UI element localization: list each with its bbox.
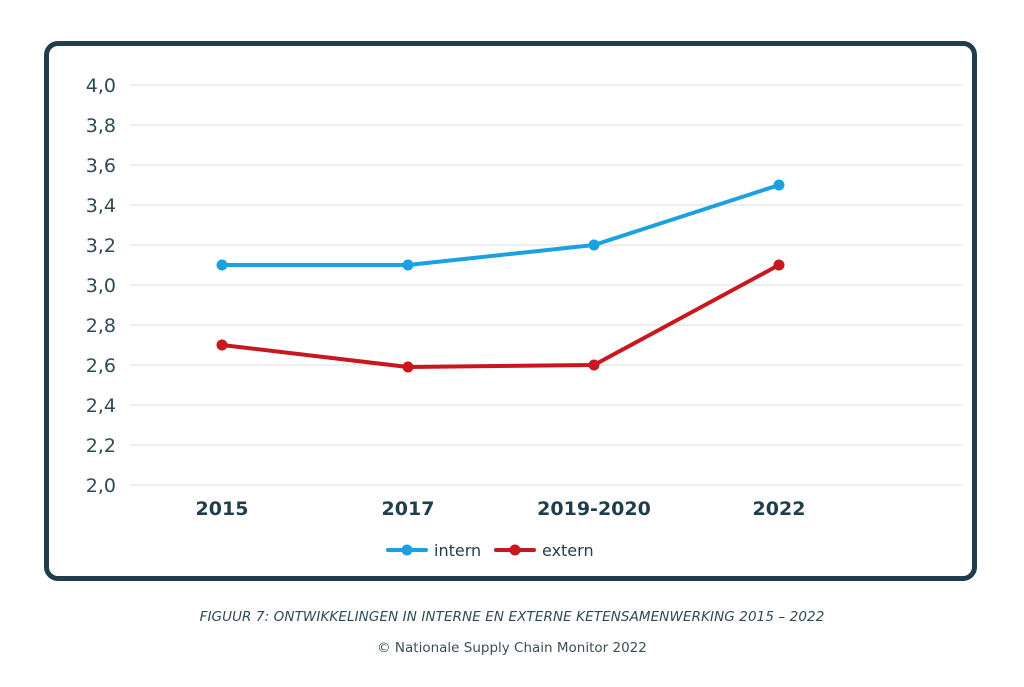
data-point-intern bbox=[216, 259, 228, 271]
data-point-extern bbox=[773, 259, 785, 271]
y-tick-label: 3,4 bbox=[86, 195, 116, 217]
y-tick-label: 3,8 bbox=[86, 115, 116, 137]
y-tick-label: 3,2 bbox=[86, 235, 116, 257]
x-tick-label: 2022 bbox=[753, 498, 806, 520]
legend-marker-extern bbox=[509, 544, 521, 556]
legend-marker-intern bbox=[401, 544, 413, 556]
legend-label-extern: extern bbox=[542, 541, 594, 560]
y-tick-label: 4,0 bbox=[86, 75, 116, 97]
y-tick-label: 2,6 bbox=[86, 355, 116, 377]
y-tick-label: 2,0 bbox=[86, 475, 116, 497]
y-tick-label: 2,2 bbox=[86, 435, 116, 457]
y-tick-label: 3,6 bbox=[86, 155, 116, 177]
x-tick-label: 2015 bbox=[196, 498, 249, 520]
data-point-extern bbox=[588, 359, 600, 371]
source-note: © Nationale Supply Chain Monitor 2022 bbox=[377, 640, 647, 656]
series-line-intern bbox=[220, 183, 781, 267]
y-tick-label: 2,8 bbox=[86, 315, 116, 337]
x-tick-label: 2017 bbox=[382, 498, 435, 520]
y-tick-label: 2,4 bbox=[86, 395, 116, 417]
legend-label-intern: intern bbox=[434, 541, 481, 560]
y-tick-label: 3,0 bbox=[86, 275, 116, 297]
data-point-extern bbox=[402, 361, 414, 373]
data-point-intern bbox=[588, 239, 600, 251]
x-tick-label: 2019-2020 bbox=[537, 498, 651, 520]
chart-frame bbox=[44, 41, 977, 581]
data-point-extern bbox=[216, 339, 228, 351]
figure-caption: FIGUUR 7: ONTWIKKELINGEN IN INTERNE EN E… bbox=[199, 609, 825, 625]
series-line-extern bbox=[220, 263, 781, 369]
data-point-intern bbox=[773, 179, 785, 191]
data-point-intern bbox=[402, 259, 414, 271]
